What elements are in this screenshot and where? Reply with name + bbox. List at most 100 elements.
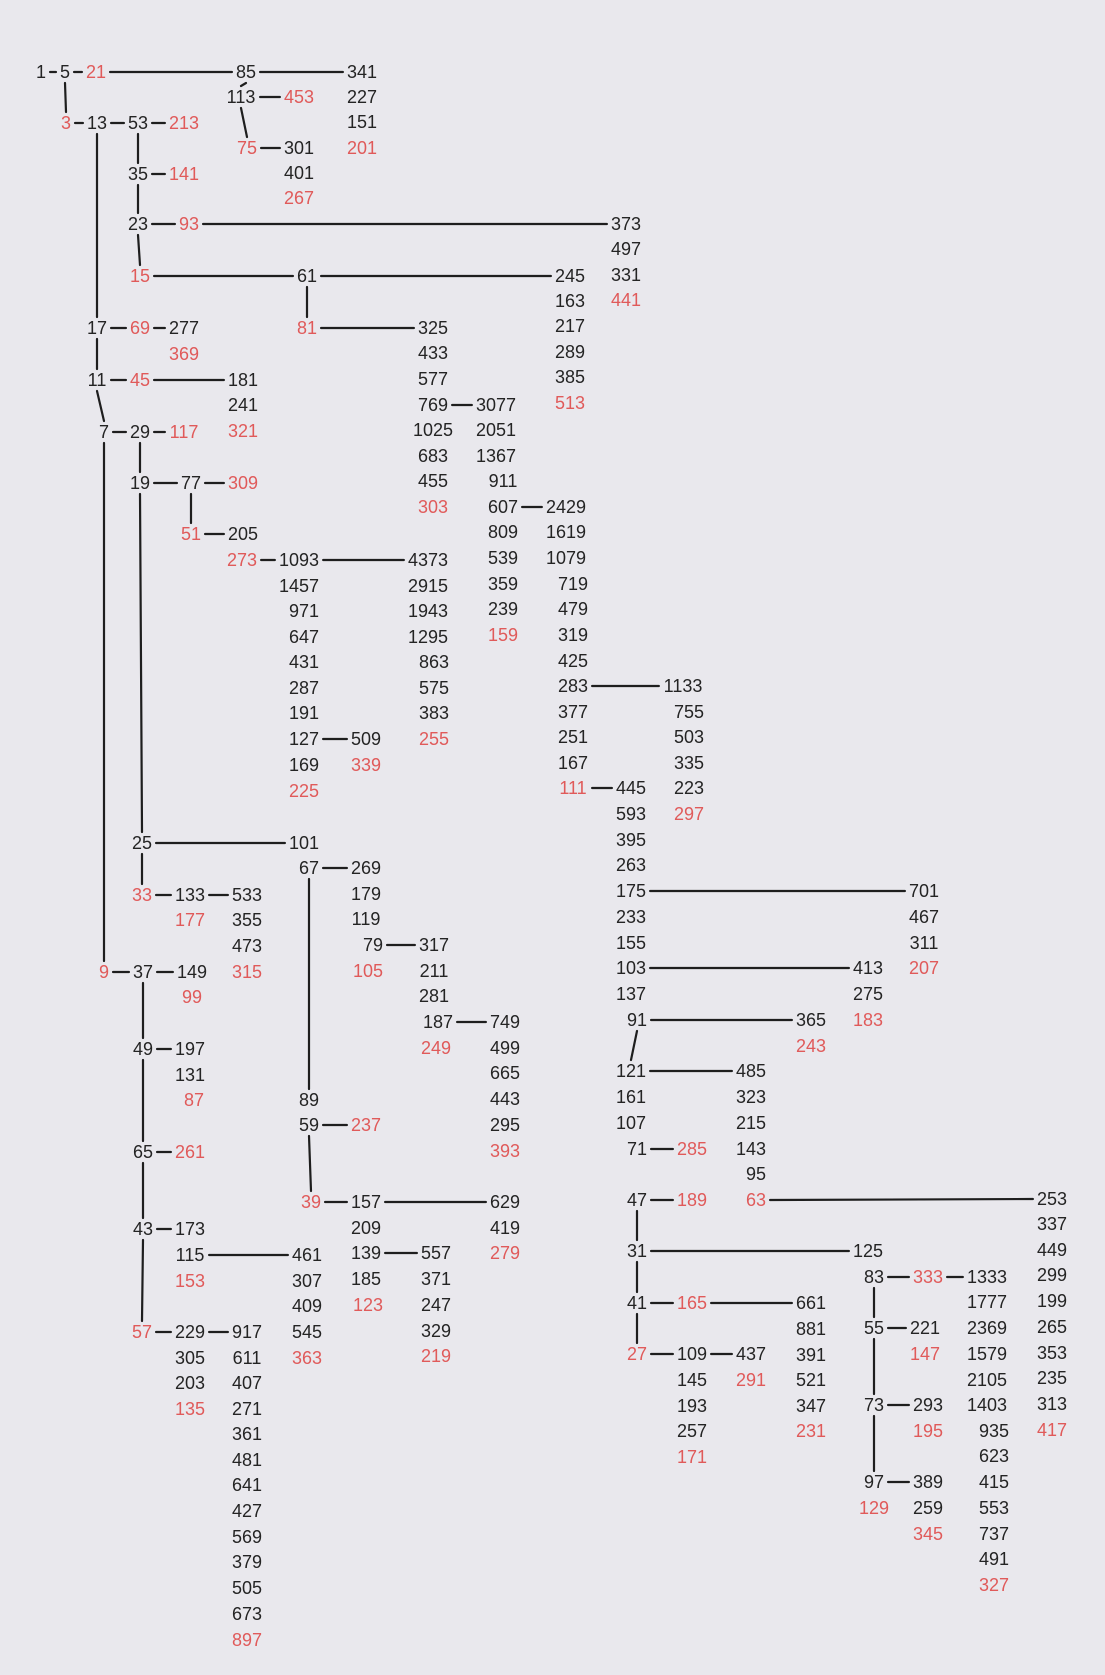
number-289: 289 [554,342,586,362]
number-223: 223 [673,778,705,798]
number-407: 407 [231,1373,263,1393]
number-241: 241 [227,395,259,415]
number-5: 5 [59,62,71,82]
number-809: 809 [487,522,519,542]
number-47: 47 [626,1190,648,1210]
number-971: 971 [288,601,320,621]
number-279: 279 [489,1243,521,1263]
number-863: 863 [418,652,450,672]
number-2915: 2915 [407,576,449,596]
number-323: 323 [735,1087,767,1107]
number-301: 301 [283,138,315,158]
number-181: 181 [227,370,259,390]
number-461: 461 [291,1245,323,1265]
number-401: 401 [283,163,315,183]
number-3077: 3077 [475,395,517,415]
number-249: 249 [420,1038,452,1058]
number-45: 45 [129,370,151,390]
number-23: 23 [127,214,149,234]
number-179: 179 [350,884,382,904]
number-193: 193 [676,1396,708,1416]
number-145: 145 [676,1370,708,1390]
number-97: 97 [863,1472,885,1492]
number-347: 347 [795,1396,827,1416]
number-253: 253 [1036,1189,1068,1209]
number-453: 453 [283,87,315,107]
number-201: 201 [346,138,378,158]
number-183: 183 [852,1010,884,1030]
number-277: 277 [168,318,200,338]
number-39: 39 [300,1192,322,1212]
number-321: 321 [227,421,259,441]
number-117: 117 [169,422,199,442]
number-1295: 1295 [407,627,449,647]
number-395: 395 [615,830,647,850]
number-25: 25 [131,833,153,853]
number-69: 69 [129,318,151,338]
number-327: 327 [978,1575,1010,1595]
number-187: 187 [422,1012,454,1032]
number-243: 243 [795,1036,827,1056]
number-341: 341 [346,62,378,82]
number-115: 115 [175,1245,205,1265]
number-641: 641 [231,1475,263,1495]
number-303: 303 [417,497,449,517]
number-233: 233 [615,907,647,927]
number-271: 271 [231,1399,263,1419]
number-315: 315 [231,962,263,982]
connector-n23-n15 [136,233,142,267]
number-165: 165 [676,1293,708,1313]
number-191: 191 [288,703,320,723]
number-217: 217 [554,316,586,336]
number-611: 611 [232,1348,262,1368]
number-135: 135 [174,1399,206,1419]
number-225: 225 [288,781,320,801]
number-111: 111 [559,778,587,798]
number-545: 545 [291,1322,323,1342]
number-755: 755 [673,702,705,722]
number-287: 287 [288,678,320,698]
number-479: 479 [557,599,589,619]
number-177: 177 [174,910,206,930]
number-305: 305 [174,1348,206,1368]
number-917: 917 [231,1322,263,1342]
number-87: 87 [183,1090,205,1110]
number-593: 593 [615,804,647,824]
number-141: 141 [168,164,200,184]
number-319: 319 [557,625,589,645]
number-131: 131 [174,1065,206,1085]
number-437: 437 [735,1344,767,1364]
number-391: 391 [795,1345,827,1365]
number-137: 137 [615,984,647,1004]
number-3: 3 [60,113,72,133]
number-427: 427 [231,1501,263,1521]
number-119: 119 [351,909,381,929]
number-497: 497 [610,239,642,259]
number-419: 419 [489,1218,521,1238]
number-701: 701 [908,881,940,901]
number-173: 173 [174,1219,206,1239]
number-299: 299 [1036,1265,1068,1285]
number-385: 385 [554,367,586,387]
number-345: 345 [912,1524,944,1544]
number-171: 171 [676,1447,708,1467]
number-113: 113 [226,87,256,107]
number-59: 59 [298,1115,320,1135]
number-441: 441 [610,290,642,310]
connector-n19-n25 [138,492,144,834]
number-19: 19 [129,473,151,493]
number-125: 125 [852,1241,884,1261]
number-1457: 1457 [278,576,320,596]
connector-n11-n7 [95,389,106,423]
number-81: 81 [296,318,318,338]
number-335: 335 [673,753,705,773]
number-31: 31 [626,1241,648,1261]
number-2369: 2369 [966,1318,1008,1338]
number-455: 455 [417,471,449,491]
number-467: 467 [908,907,940,927]
number-629: 629 [489,1192,521,1212]
number-99: 99 [181,987,203,1007]
number-215: 215 [735,1113,767,1133]
